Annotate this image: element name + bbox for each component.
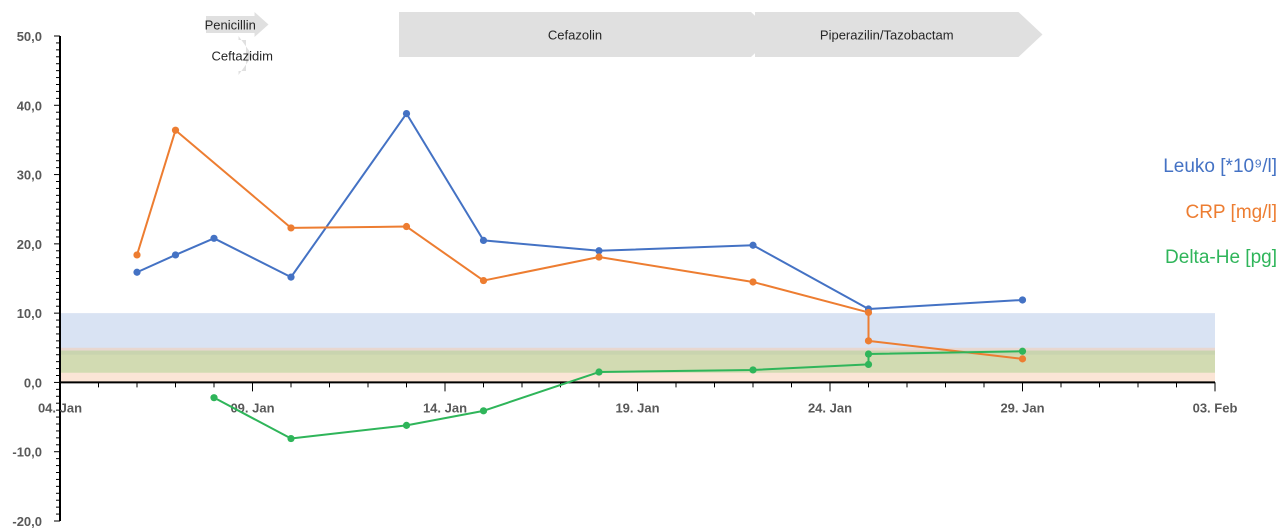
data-point	[1018, 355, 1027, 363]
data-point	[595, 247, 603, 255]
data-point	[595, 368, 603, 376]
x-tick-label: 19. Jan	[615, 400, 659, 415]
x-tick-label: 14. Jan	[423, 400, 467, 415]
x-tick-label: 03. Feb	[1193, 400, 1238, 415]
data-point	[479, 407, 488, 415]
data-point	[1018, 296, 1027, 304]
data-point	[210, 234, 218, 242]
data-point	[210, 394, 218, 402]
data-point	[749, 278, 757, 286]
x-tick-label: 09. Jan	[230, 400, 274, 415]
series-leuko-10-l	[133, 110, 1027, 313]
y-tick-label: 0,0	[24, 375, 42, 390]
x-tick-label: 04. Jan	[38, 400, 82, 415]
data-point	[864, 308, 873, 317]
data-point	[133, 268, 141, 276]
series-crp-mg-l	[133, 126, 1027, 363]
y-tick-label: 40,0	[17, 98, 42, 113]
treatment-label-ceftazidim: Ceftazidim	[212, 49, 273, 64]
data-point	[402, 222, 411, 231]
y-tick-label: 10,0	[17, 306, 42, 321]
treatment-arrow-piperazilin-tazobactam	[755, 12, 1043, 57]
y-tick-label: 20,0	[17, 237, 42, 252]
axes: -20,0 -10,0 0,0 10,0 20,0 30,0 40,0 50,0 04. Jan…	[12, 29, 1237, 529]
data-point	[171, 126, 180, 134]
y-tick-label: -10,0	[12, 445, 42, 460]
data-point	[864, 360, 873, 369]
data-point	[749, 366, 757, 374]
treatment-label-piperazilin-tazobactam: Piperazilin/Tazobactam	[820, 28, 954, 43]
x-tick-label: 24. Jan	[808, 400, 852, 415]
data-point	[402, 421, 411, 429]
legend-entry-delta-he-pg: Delta-He [pg]	[1165, 247, 1277, 268]
treatment-label-cefazolin: Cefazolin	[548, 28, 602, 43]
data-point	[287, 434, 295, 443]
data-point	[864, 337, 873, 345]
data-point	[287, 273, 295, 281]
treatment-arrows: Penicillin Ceftazidim Cefazolin Piperazilin…	[205, 12, 1043, 75]
legend: Leuko [*10⁹/l] CRP [mg/l] Delta-He [pg]	[1163, 156, 1277, 268]
treatment-arrow-cefazolin	[399, 12, 775, 57]
y-tick-label: 50,0	[17, 29, 42, 44]
data-point	[171, 251, 180, 259]
series-line-leuko-10-l	[136, 112, 1023, 310]
treatment-arrow-ceftazidim	[238, 36, 253, 75]
data-point	[402, 110, 411, 118]
treatment-label-penicillin: Penicillin	[205, 18, 256, 33]
data-point	[287, 224, 295, 232]
data-point	[749, 241, 757, 249]
reference-band-delta-he-pg	[60, 350, 1215, 373]
x-tick-label: 29. Jan	[1000, 400, 1044, 415]
y-tick-label: 30,0	[17, 168, 42, 183]
data-series	[133, 110, 1027, 443]
y-tick-label: -20,0	[12, 514, 42, 529]
data-point	[864, 350, 873, 358]
data-point	[133, 251, 141, 259]
series-line-crp-mg-l	[136, 129, 1023, 360]
legend-entry-crp-mg-l: CRP [mg/l]	[1185, 202, 1277, 223]
legend-entry-leuko-10-l: Leuko [*10⁹/l]	[1163, 156, 1277, 177]
data-point	[479, 276, 488, 285]
data-point	[479, 236, 488, 244]
series-delta-he-pg	[210, 347, 1027, 443]
treatment-arrow-penicillin	[206, 12, 269, 37]
data-point	[1018, 347, 1027, 355]
data-point	[595, 253, 603, 261]
